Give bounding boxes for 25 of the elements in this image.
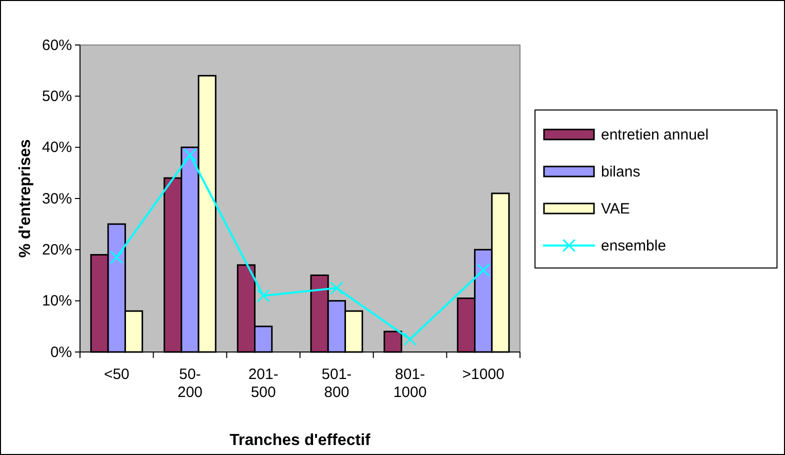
- x-tick-label: 201-500: [248, 366, 278, 401]
- point: [183, 148, 197, 162]
- legend-label: ensemble: [601, 238, 666, 254]
- x-tick-label: 501-800: [322, 366, 352, 401]
- point: [330, 281, 344, 295]
- legend-label: VAE: [601, 200, 630, 218]
- y-tick-label: 30%: [42, 190, 72, 208]
- y-tick-label: 10%: [42, 292, 72, 310]
- point: [403, 332, 417, 346]
- legend-label: entretien annuel: [601, 126, 709, 144]
- point: [256, 289, 270, 302]
- x-tick-label: 801-1000: [393, 366, 427, 401]
- x-tick-label: <50: [104, 366, 130, 383]
- point: [476, 264, 490, 277]
- x-axis-title: Tranches d'effectif: [230, 432, 372, 449]
- y-tick-label: 40%: [42, 139, 72, 156]
- legend-label: bilans: [601, 164, 640, 180]
- x-tick-label: >1000: [462, 366, 504, 383]
- y-axis-title: % d'entreprises: [17, 139, 34, 258]
- point: [110, 250, 124, 264]
- y-tick-label: 0%: [50, 344, 72, 361]
- y-tick-label: 60%: [42, 36, 72, 54]
- x-tick-label: 50-200: [177, 366, 203, 401]
- y-tick-label: 20%: [42, 241, 72, 258]
- y-tick-label: 50%: [42, 88, 72, 105]
